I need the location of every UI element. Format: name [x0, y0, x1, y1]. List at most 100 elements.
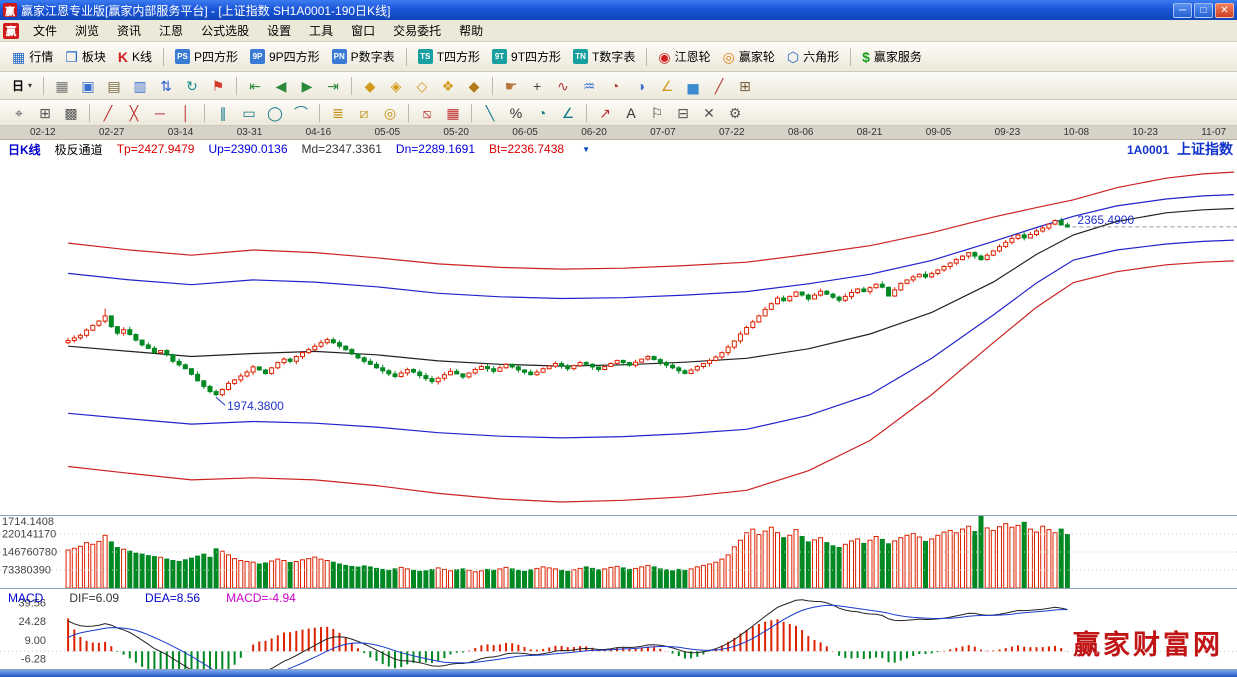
t-square-icon: TS — [417, 49, 433, 64]
trendline-button[interactable]: ╱ — [96, 102, 120, 124]
macd-dif-line — [67, 599, 1068, 669]
menu-item-browse[interactable]: 浏览 — [75, 24, 100, 38]
quotes-button[interactable]: ▦ 行情 — [6, 46, 59, 67]
toolbar-separator — [319, 103, 320, 122]
percent-button[interactable]: % — [504, 102, 528, 124]
globe-button[interactable]: ◑ — [629, 75, 653, 97]
menu-item-window[interactable]: 窗口 — [351, 24, 376, 38]
t-number-table-button[interactable]: TN T数字表 — [567, 46, 641, 67]
cycle-line-button[interactable]: ◔ — [530, 102, 554, 124]
fib-circle-button[interactable]: ◎ — [378, 102, 402, 124]
nine-t-square-button[interactable]: 9T 9T四方形 — [486, 46, 567, 67]
chart-canvas[interactable]: 1974.3800 2365.4900 220141170 146760780 7338… — [0, 158, 1237, 670]
diamond-tool-4-button[interactable]: ❖ — [436, 75, 460, 97]
main-toolbar: ▦ 行情 ❐ 板块 K K线 PS P四方形 9P 9P四方形 PN P数字表 TS T四方形 9T 9T四方… — [0, 42, 1237, 72]
gann-wheel-icon: ◉ — [658, 48, 671, 65]
hexagon-button[interactable]: ⬡ 六角形 — [781, 46, 845, 67]
candlesticks — [65, 217, 1070, 397]
fib-fan-button[interactable]: ⧄ — [352, 102, 376, 124]
angle-button[interactable]: ∠ — [655, 75, 679, 97]
delete-button[interactable]: ✕ — [697, 102, 721, 124]
maximize-button[interactable]: □ — [1194, 2, 1213, 18]
winner-wheel-button[interactable]: ◎ 赢家轮 — [717, 46, 781, 67]
overlay-button[interactable]: ♒ — [577, 75, 601, 97]
text-tool-button[interactable]: A — [619, 102, 643, 124]
ellipse-tool-button[interactable]: ◯ — [263, 102, 287, 124]
macd-title[interactable]: MACD — [8, 591, 44, 605]
diamond-tool-3-button[interactable]: ◇ — [410, 75, 434, 97]
settings-button[interactable]: ⚙ — [723, 102, 747, 124]
menu-item-news[interactable]: 资讯 — [117, 24, 142, 38]
kline-button[interactable]: K K线 — [112, 46, 158, 67]
select-tool-button[interactable]: ⌖ — [7, 102, 31, 124]
diamond-tool-2-button[interactable]: ◈ — [384, 75, 408, 97]
stats-button[interactable]: ▅ — [681, 75, 705, 97]
prev-page-button[interactable]: ◀ — [269, 75, 293, 97]
toolbar-separator — [162, 47, 164, 66]
menu-item-formula-stock-picking[interactable]: 公式选股 — [201, 24, 250, 38]
period-selector-button[interactable]: 日 ▾ — [6, 75, 38, 96]
date-label: 07-22 — [719, 127, 745, 138]
first-page-button[interactable]: ⇤ — [243, 75, 267, 97]
channel-button[interactable]: ∥ — [211, 102, 235, 124]
line-chart-button[interactable]: ╱ — [707, 75, 731, 97]
winner-service-button[interactable]: $ 赢家服务 — [856, 46, 928, 67]
regression-button[interactable]: ∠ — [556, 102, 580, 124]
next-page-icon: ▶ — [301, 77, 313, 94]
refresh-button[interactable]: ↻ — [180, 75, 204, 97]
diamond-tool-2-icon: ◈ — [390, 77, 402, 94]
indicator-dropdown-arrow-icon[interactable]: ▼ — [582, 144, 590, 154]
crossline-button[interactable]: ╳ — [122, 102, 146, 124]
p-square-button[interactable]: PS P四方形 — [169, 46, 244, 67]
flag-button[interactable]: ⚑ — [206, 75, 230, 97]
grid-small-button[interactable]: ⊞ — [33, 102, 57, 124]
nine-p-square-button[interactable]: 9P 9P四方形 — [244, 46, 326, 67]
ruler-button[interactable]: ⊟ — [671, 102, 695, 124]
arc-tool-button[interactable]: ⌒ — [289, 102, 313, 124]
menu-item-trade-order[interactable]: 交易委托 — [393, 24, 442, 38]
flag-icon: ⚑ — [211, 77, 225, 94]
wave-button[interactable]: ∿ — [551, 75, 575, 97]
date-label: 11-07 — [1201, 127, 1227, 138]
grid-button[interactable]: ▦ — [50, 75, 74, 97]
next-page-button[interactable]: ▶ — [295, 75, 319, 97]
indicator-name[interactable]: 极反通道 — [54, 142, 103, 157]
gann-grid-button[interactable]: ▦ — [441, 102, 465, 124]
gann-wheel-button[interactable]: ◉ 江恩轮 — [652, 46, 716, 67]
macd-axis-label: -6.28 — [21, 654, 46, 666]
menu-item-gann[interactable]: 江恩 — [159, 24, 184, 38]
sectors-button[interactable]: ❐ 板块 — [59, 46, 112, 67]
menu-item-tools[interactable]: 工具 — [309, 24, 334, 38]
arrow-mark-button[interactable]: ↗ — [593, 102, 617, 124]
menu-item-file[interactable]: 文件 — [33, 24, 58, 38]
fib-retracement-button[interactable]: ≣ — [326, 102, 350, 124]
sort-button[interactable]: ⇅ — [154, 75, 178, 97]
vline-button[interactable]: │ — [174, 102, 198, 124]
document-button[interactable]: ▤ — [102, 75, 126, 97]
gann-circle-button[interactable]: ◔ — [603, 75, 627, 97]
crosshair-button[interactable]: + — [525, 75, 549, 97]
hline-button[interactable]: ─ — [148, 102, 172, 124]
close-button[interactable]: ✕ — [1215, 2, 1234, 18]
diamond-tool-1-button[interactable]: ◆ — [358, 75, 382, 97]
speed-line-button[interactable]: ╲ — [478, 102, 502, 124]
gann-fan-button[interactable]: ⧅ — [415, 102, 439, 124]
flag-mark-button[interactable]: ⚐ — [645, 102, 669, 124]
calculator-button[interactable]: ⊞ — [733, 75, 757, 97]
kline-chart-button[interactable]: ▥ — [128, 75, 152, 97]
rect-tool-button[interactable]: ▭ — [237, 102, 261, 124]
period-selector-label: 日 — [12, 79, 25, 93]
diamond-tool-5-button[interactable]: ◆ — [462, 75, 486, 97]
board-button[interactable]: ▣ — [76, 75, 100, 97]
menu-item-settings[interactable]: 设置 — [267, 24, 292, 38]
hand-tool-button[interactable]: ☛ — [499, 75, 523, 97]
t-square-button[interactable]: TS T四方形 — [412, 46, 486, 67]
kline-icon: K — [117, 48, 128, 65]
menu-item-help[interactable]: 帮助 — [459, 24, 484, 38]
last-page-button[interactable]: ⇥ — [321, 75, 345, 97]
minimize-button[interactable]: ─ — [1173, 2, 1192, 18]
macd-hist-value: MACD=-4.94 — [226, 591, 296, 605]
pattern-button[interactable]: ▩ — [59, 102, 83, 124]
date-axis[interactable]: 02-12 02-27 03-14 03-31 04-16 05-05 05-20 06-05… — [0, 126, 1237, 140]
p-number-table-button[interactable]: PN P数字表 — [326, 46, 401, 67]
